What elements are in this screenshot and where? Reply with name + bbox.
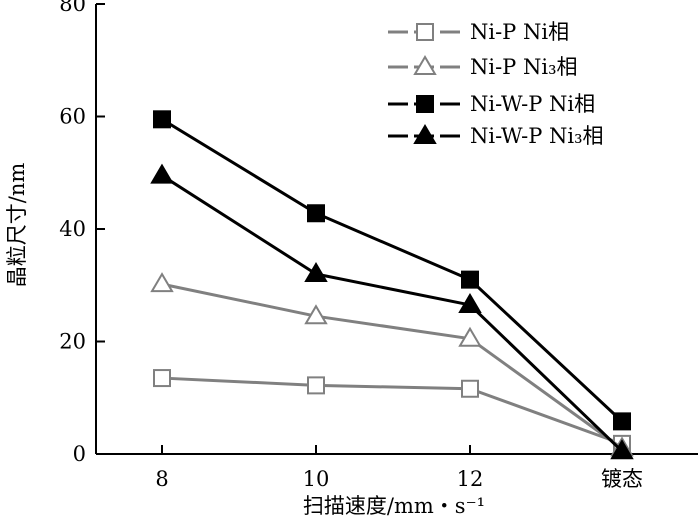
x-tick-label: 10 (303, 467, 330, 491)
y-axis-title: 晶粒尺寸/nm (5, 163, 29, 288)
x-axis-title: 扫描速度/mm・s⁻¹ (303, 494, 485, 518)
legend-marker (413, 55, 437, 75)
legend-item-2: Ni-P Ni₃相 (388, 55, 578, 79)
legend-label: Ni-W-P Ni₃相 (470, 124, 604, 148)
data-point (304, 262, 328, 282)
y-tick-label: 40 (59, 217, 86, 241)
data-point (613, 412, 631, 431)
y-tick-label: 0 (73, 442, 86, 466)
y-tick-label: 80 (59, 0, 86, 16)
legend-label: Ni-P Ni相 (470, 20, 569, 44)
data-point (610, 439, 634, 460)
series-3 (153, 110, 631, 431)
series-4 (150, 163, 634, 460)
series-line (161, 376, 623, 446)
data-point (458, 292, 482, 313)
legend-marker (413, 124, 437, 144)
x-tick-label: 镀态 (601, 467, 643, 491)
data-point (150, 163, 174, 184)
legend-item-4: Ni-W-P Ni₃相 (388, 124, 604, 148)
data-point (304, 304, 328, 325)
data-point (458, 326, 482, 347)
series-1 (153, 369, 631, 453)
y-tick-label: 20 (59, 330, 86, 354)
data-point (461, 270, 479, 289)
series-layer (150, 110, 634, 460)
legend-label: Ni-W-P Ni相 (470, 92, 595, 116)
legend-marker (416, 95, 434, 113)
axes: 0 20 40 60 80 8 10 12 镀态 (59, 0, 698, 491)
data-point (150, 272, 174, 293)
series-line (161, 118, 624, 423)
data-point (153, 369, 171, 388)
data-point (307, 376, 325, 395)
x-tick-label: 12 (457, 467, 484, 491)
data-point (307, 204, 325, 223)
legend-item-1: Ni-P Ni相 (388, 20, 569, 44)
series-line (161, 174, 624, 453)
series-line (161, 282, 623, 450)
x-tick-label: 8 (155, 467, 168, 491)
legend-label: Ni-P Ni₃相 (470, 55, 578, 79)
legend: Ni-P Ni相 Ni-P Ni₃相 Ni-W-P Ni相 Ni-W-P Ni₃相 (388, 20, 604, 148)
data-point (153, 110, 171, 129)
data-point (461, 379, 479, 398)
legend-item-3: Ni-W-P Ni相 (388, 92, 595, 116)
legend-marker (416, 23, 434, 41)
y-tick-label: 60 (59, 105, 86, 129)
